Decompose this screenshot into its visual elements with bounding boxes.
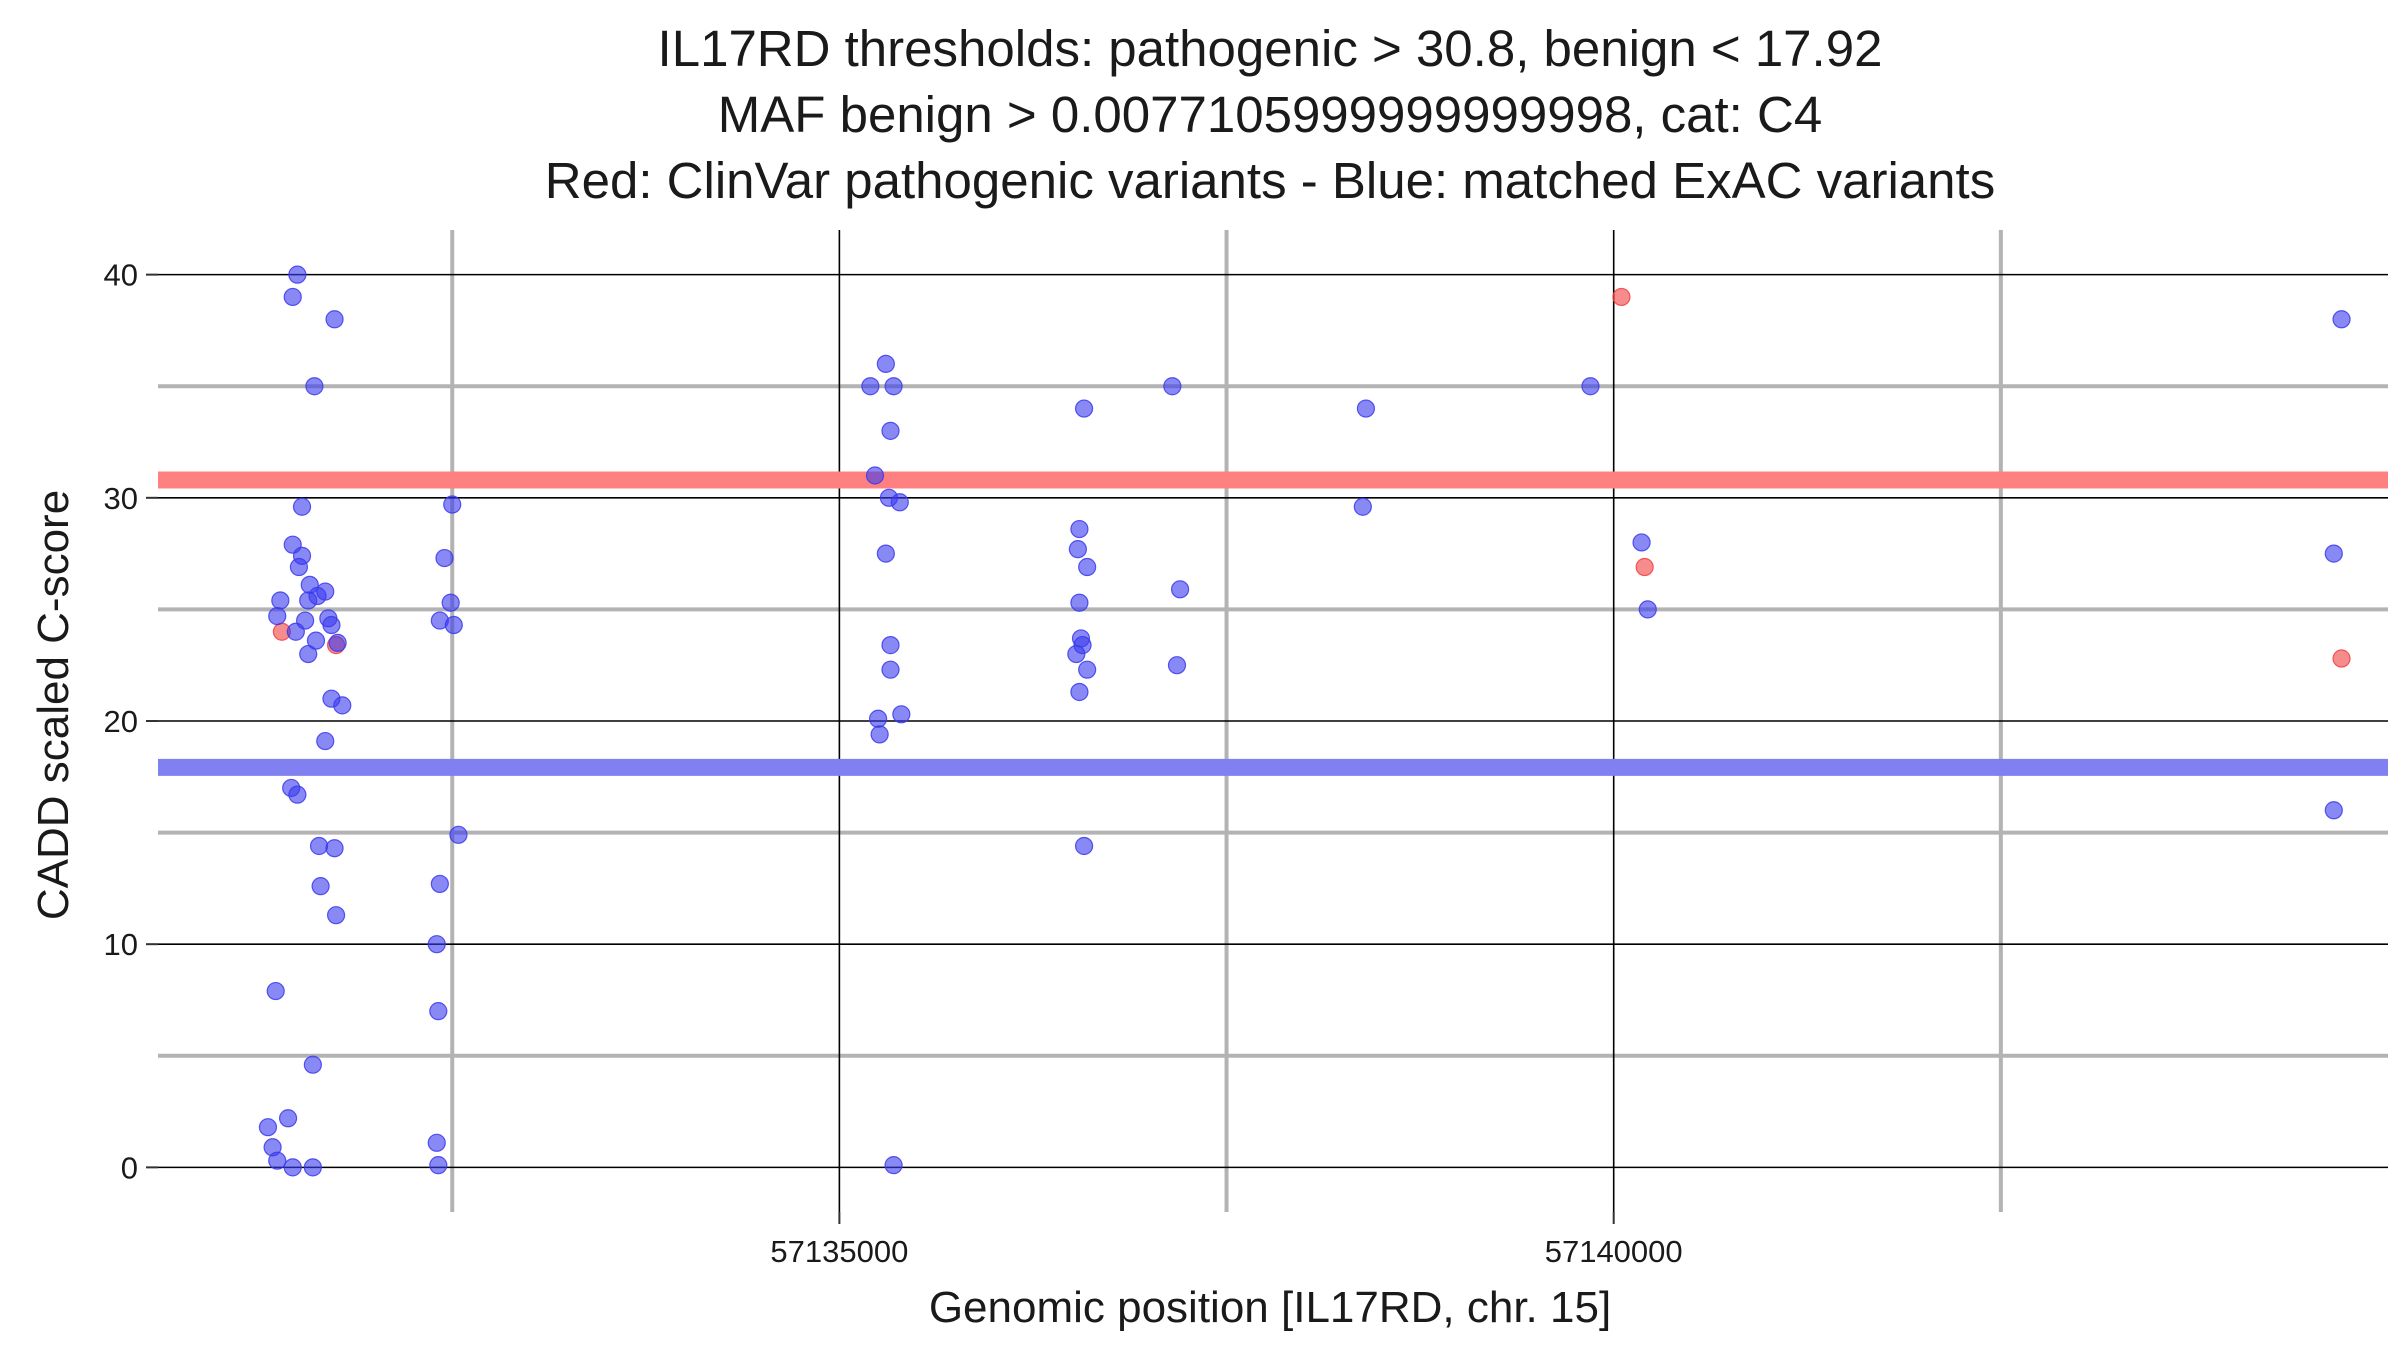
data-point [2332, 649, 2351, 668]
data-point [881, 660, 900, 679]
data-point [303, 1158, 322, 1177]
data-point [1074, 836, 1094, 856]
data-point [328, 633, 347, 652]
data-point [876, 544, 895, 563]
data-point [1167, 656, 1187, 675]
y-tick-label: 0 [121, 1150, 138, 1185]
data-point [1353, 497, 1372, 516]
data-point [299, 591, 318, 610]
data-point [884, 1156, 903, 1175]
chart-title-line-2: MAF benign > 0.0077105999999999998, cat:… [718, 86, 1822, 143]
data-point [1067, 644, 1086, 664]
chart-title-line-3: Red: ClinVar pathogenic variants - Blue:… [545, 152, 1995, 209]
chart-title-line-1: IL17RD thresholds: pathogenic > 30.8, be… [658, 20, 1883, 77]
data-point [258, 1118, 278, 1137]
data-point [429, 1002, 448, 1021]
data-point [430, 874, 449, 894]
data-point [2332, 310, 2351, 329]
data-point [306, 631, 326, 650]
data-point [305, 377, 324, 396]
data-point [884, 377, 903, 396]
chart-title: IL17RD thresholds: pathogenic > 30.8, be… [545, 20, 1995, 209]
y-tick-label: 40 [104, 258, 138, 293]
data-point [444, 615, 463, 635]
data-point [1078, 660, 1097, 679]
data-point [435, 548, 454, 568]
data-point [427, 935, 446, 954]
data-point [427, 1133, 446, 1152]
data-point [1170, 580, 1190, 599]
data-point [865, 466, 885, 485]
data-point [325, 839, 344, 858]
data-point [876, 354, 895, 374]
data-point [890, 493, 909, 512]
data-point [268, 1151, 287, 1170]
grid-lines [158, 230, 2388, 1212]
data-point [1078, 557, 1097, 577]
y-tick-label: 30 [104, 481, 138, 516]
data-point [2324, 801, 2343, 820]
data-point [1581, 377, 1600, 396]
data-point [326, 906, 346, 925]
data-point [288, 265, 307, 284]
data-point [1070, 682, 1089, 702]
data-point [292, 497, 312, 516]
data-point [1070, 593, 1089, 612]
data-point [892, 705, 911, 724]
data-point [2324, 544, 2343, 563]
data-point [1632, 533, 1651, 552]
data-point [316, 582, 335, 601]
data-point [1356, 399, 1376, 418]
x-tick-label: 57135000 [770, 1234, 908, 1269]
data-point [1635, 557, 1654, 577]
data-point [861, 377, 880, 396]
data-point [1070, 519, 1089, 539]
threshold-bands [158, 471, 2388, 776]
x-tick-label: 57140000 [1545, 1234, 1683, 1269]
data-point [266, 981, 285, 1001]
data-point [289, 557, 309, 577]
data-point [333, 696, 352, 715]
y-axis-title: CADD scaled C-score [29, 490, 78, 920]
data-point [1638, 600, 1657, 619]
data-point [278, 1109, 298, 1128]
data-point [286, 622, 305, 641]
data-point [1612, 287, 1631, 307]
data-point [283, 287, 302, 307]
y-tick-label: 10 [104, 927, 138, 962]
data-point [271, 591, 290, 610]
data-point [443, 495, 462, 514]
data-point [309, 836, 329, 856]
data-point [303, 1055, 322, 1074]
data-point [881, 636, 900, 655]
data-point [881, 421, 900, 440]
data-point [449, 825, 468, 844]
data-point [268, 607, 287, 626]
x-axis-title: Genomic position [IL17RD, chr. 15] [929, 1283, 1611, 1332]
data-point [311, 877, 330, 896]
axes: 0 10 20 30 40 57135000 57140000 [104, 258, 1683, 1269]
data-point [325, 310, 344, 329]
y-tick-label: 20 [104, 704, 138, 739]
data-point [299, 644, 318, 664]
data-point [1074, 399, 1094, 418]
data-point [429, 1156, 448, 1175]
data-point [283, 1158, 302, 1177]
data-point [316, 731, 335, 751]
data-point [288, 785, 307, 804]
data-point [869, 709, 888, 728]
data-point [441, 593, 460, 612]
data-point [322, 615, 341, 635]
data-point [1068, 540, 1087, 559]
data-point [870, 725, 889, 744]
data-points [258, 265, 2351, 1177]
data-point [1163, 377, 1182, 396]
